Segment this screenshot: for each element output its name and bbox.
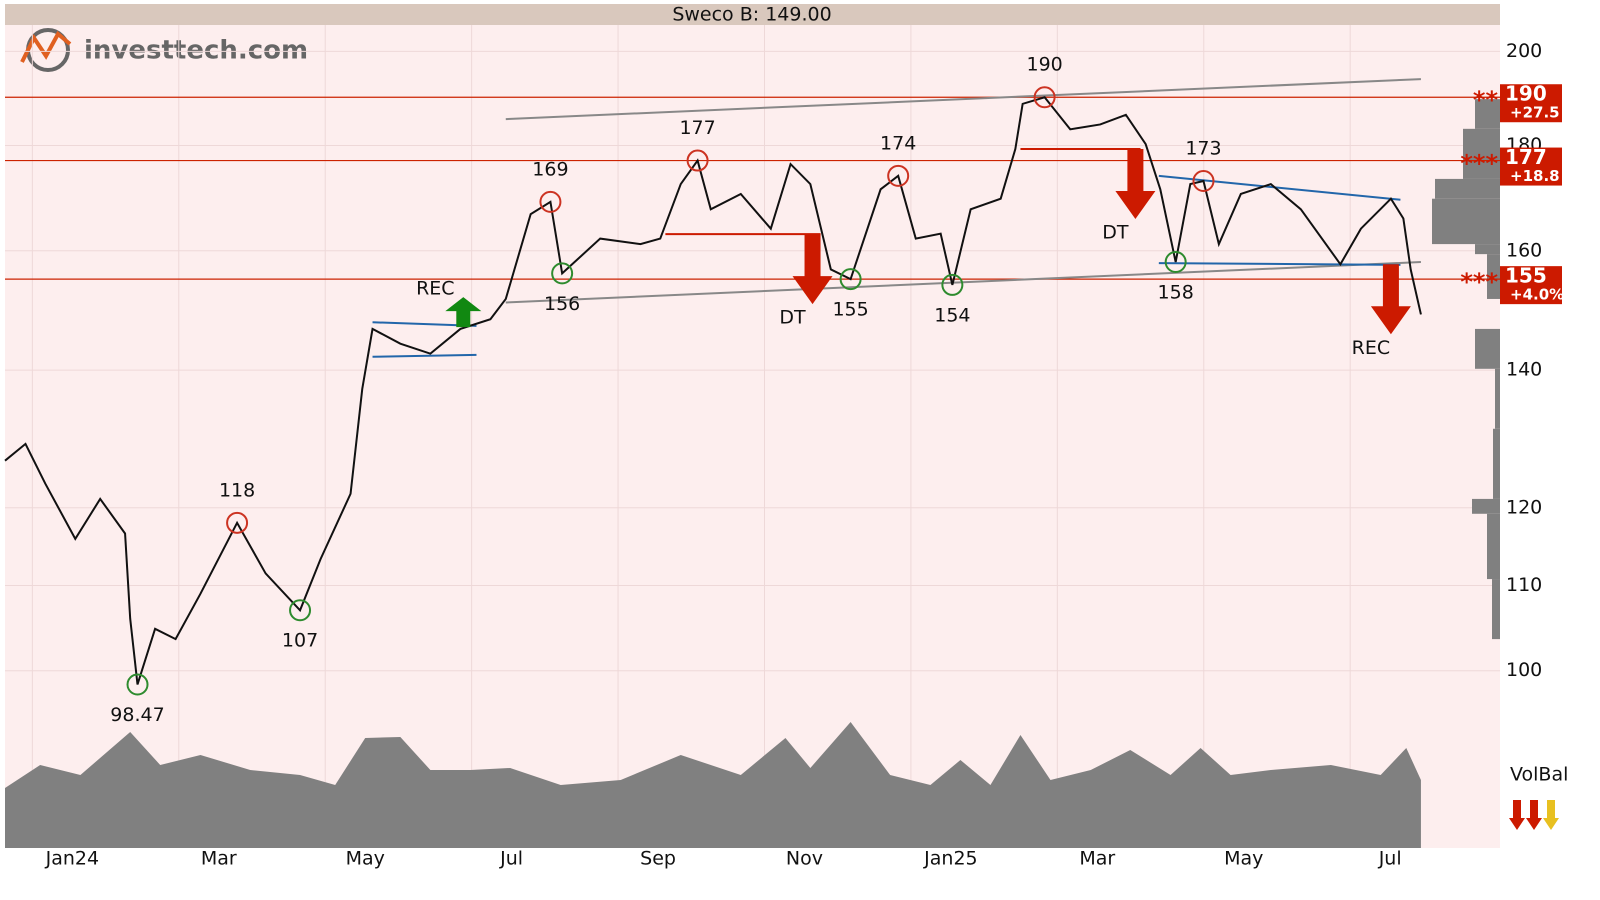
extreme-label: 190 [1026,54,1062,76]
extreme-marker [686,149,709,172]
extreme-label: 98.47 [110,704,164,726]
logo: investtech.com [20,28,308,72]
signal-label: REC [416,278,454,300]
histogram-bar [1487,513,1500,580]
y-tick-label: 120 [1506,496,1542,518]
histogram-bar [1495,368,1500,429]
x-tick-label: Mar [201,848,237,870]
histogram-bar [1487,254,1500,299]
x-tick-label: Jul [1378,848,1402,870]
y-tick-label: 100 [1506,659,1542,681]
volbal-arrow [1526,800,1542,830]
x-tick-label: Jan24 [45,848,99,870]
extreme-marker [1192,169,1215,192]
extreme-marker [887,164,910,187]
extreme-label: 154 [934,304,970,326]
x-tick-label: Jul [499,848,523,870]
extreme-marker [551,262,574,285]
x-tick-label: Sep [640,848,676,870]
level-change: +4.0% [1510,286,1564,304]
volbal-arrow [1509,800,1525,830]
chart-title: Sweco B: 149.00 [672,4,831,26]
level-box [1500,84,1562,123]
level-change: +18.8 [1510,167,1560,185]
extreme-marker [539,190,562,213]
x-tick-label: May [1224,848,1263,870]
volbal-icons [1509,800,1559,830]
histogram-bar [1475,99,1500,129]
histogram-bar [1492,579,1500,640]
brand: investtech.com [84,36,308,66]
price-line [4,96,1422,685]
volbal-arrow [1543,800,1559,830]
title-bar [5,4,1500,25]
x-tick-label: Mar [1079,848,1115,870]
histogram-bar [1475,244,1500,255]
level-stars: ** [1473,86,1499,114]
y-tick-label: 110 [1506,574,1542,596]
x-tick-label: Nov [786,848,823,870]
extreme-marker [226,511,249,534]
y-tick-label: 140 [1506,359,1542,381]
trend-line [505,261,1421,304]
histogram-bar [1493,428,1500,499]
extreme-marker [126,673,149,696]
level-label: 155 [1505,264,1547,288]
extreme-label: 177 [679,117,715,139]
x-tick-label: May [346,848,385,870]
histogram-bar [1463,128,1500,179]
logo-zigzag [20,30,72,63]
volume-label: VolBal [1510,764,1568,786]
signal-arrow [792,234,833,305]
extreme-label: 174 [880,132,916,154]
level-box [1500,147,1562,186]
signal-arrow [445,297,482,328]
extreme-marker [839,268,862,291]
y-tick-label: 160 [1506,239,1542,261]
signal-label: DT [1102,222,1129,244]
extreme-label: 169 [532,158,568,180]
histogram-bar [1472,498,1500,514]
level-stars: *** [1460,150,1498,178]
y-tick-label: 200 [1506,40,1542,62]
level-change: +27.5 [1510,104,1560,122]
extreme-label: 107 [282,630,318,652]
signal-arrow [1370,264,1411,335]
extreme-marker [1164,251,1187,274]
signal-label: REC [1352,337,1390,359]
signal-label: DT [779,307,806,329]
extreme-label: 156 [544,293,580,315]
level-box [1500,266,1562,305]
volume-area [5,722,1421,848]
level-stars: *** [1460,268,1498,296]
trend-line [505,78,1421,121]
plot-background [5,25,1500,848]
trend-line [1158,174,1401,201]
level-label: 190 [1505,82,1547,106]
trend-line [372,353,477,358]
extreme-marker [941,273,964,296]
x-tick-label: Jan25 [923,848,977,870]
trend-line [1158,262,1401,266]
plot: Jan24 Mar May Jul Sep Nov Jan25 Mar May Jul 100 110… [4,25,1568,870]
extreme-label: 155 [832,299,868,321]
extreme-label: 173 [1185,137,1221,159]
signal-arrow [1115,149,1156,220]
histogram-bar [1432,198,1500,245]
extreme-label: 118 [219,479,255,501]
extreme-marker [1033,86,1056,109]
level-label: 177 [1505,145,1547,169]
histogram-bar [1475,328,1500,369]
extreme-marker [289,599,312,622]
histogram-bar [1435,178,1500,199]
extreme-label: 158 [1158,282,1194,304]
